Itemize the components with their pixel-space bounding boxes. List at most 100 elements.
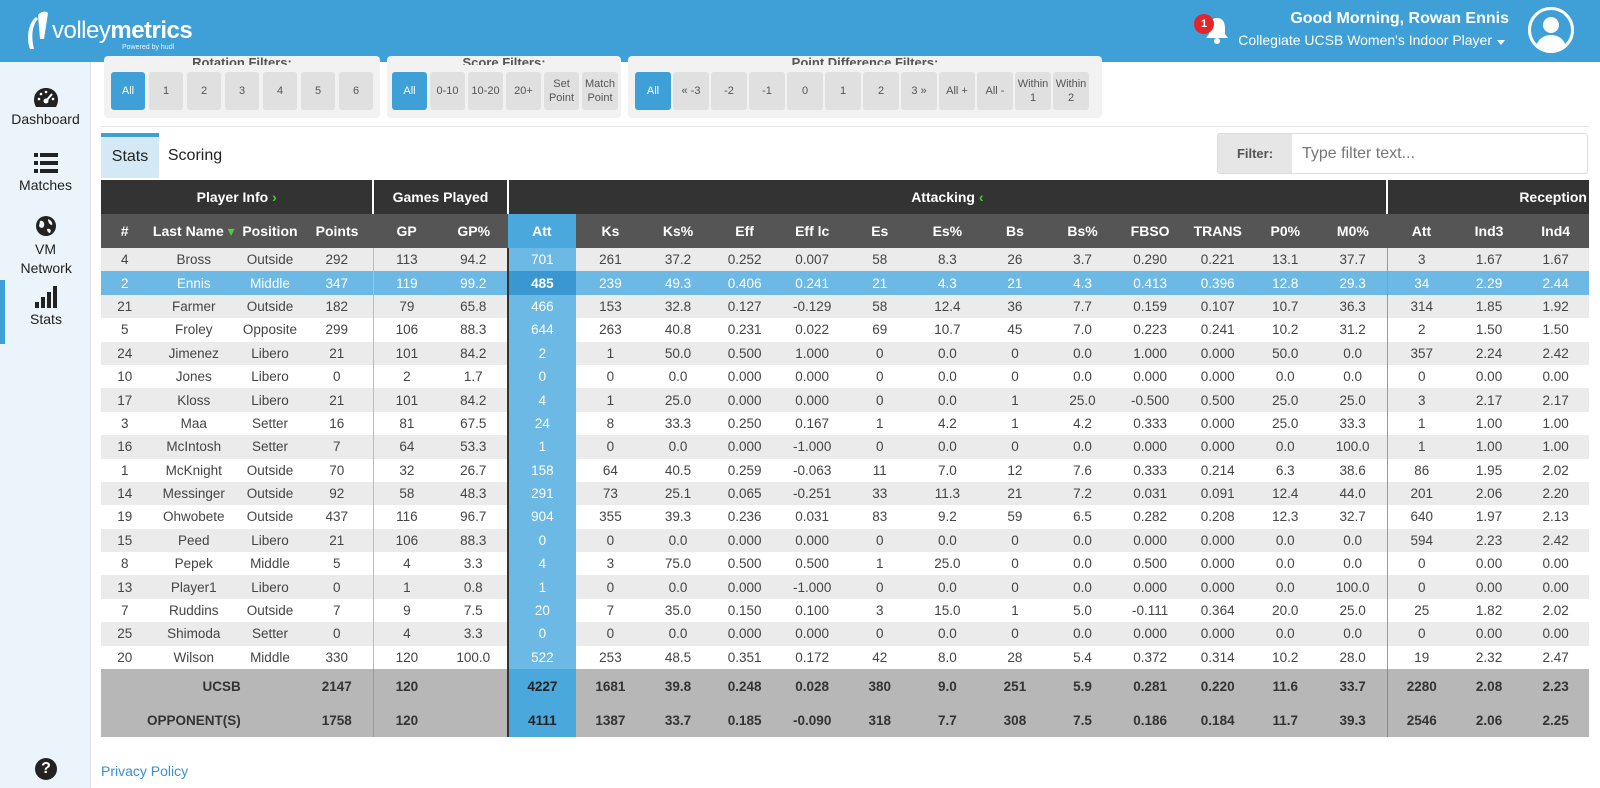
column-header[interactable]: Ind3 (1455, 214, 1523, 248)
column-header[interactable]: GP (373, 214, 440, 248)
tab-scoring[interactable]: Scoring (167, 147, 223, 164)
nav-matches[interactable]: Matches (0, 152, 91, 193)
table-cell: 3.3 (439, 622, 508, 646)
column-header[interactable]: Att (1387, 214, 1456, 248)
nav-vm-network[interactable]: VM Network (0, 215, 91, 278)
point-diff-filter-button[interactable]: -1 (749, 72, 785, 110)
tab-stats[interactable]: Stats (101, 133, 159, 178)
help-icon[interactable]: ? (35, 758, 57, 780)
column-header[interactable]: M0% (1318, 214, 1388, 248)
table-cell: 75.0 (644, 552, 712, 576)
column-header[interactable]: Ks (576, 214, 645, 248)
notification-badge[interactable]: 1 (1194, 14, 1214, 34)
column-header[interactable]: Bs (981, 214, 1049, 248)
rotation-filter-button[interactable]: 6 (339, 72, 373, 110)
column-header[interactable]: Ks% (644, 214, 712, 248)
score-filter-button[interactable]: 20+ (506, 72, 541, 110)
column-header[interactable]: Last Name ▾ (148, 214, 240, 248)
point-diff-filter-button[interactable]: « -3 (673, 72, 709, 110)
table-row[interactable]: 7 Ruddins Outside 7 9 7.5 20 7 35.0 0.150 0.100 3 15… (101, 598, 1589, 623)
table-row[interactable]: 21 Farmer Outside 182 79 65.8 466 153 32.8 0.127-… (101, 294, 1589, 319)
point-diff-filter-button[interactable]: 2 (863, 72, 899, 110)
table-row[interactable]: 14 Messinger Outside 92 58 48.3 291 73 25.1 0.065… (101, 481, 1589, 506)
filter-input[interactable] (1294, 134, 1584, 173)
score-filter-button[interactable]: 0-10 (430, 72, 465, 110)
dashboard-gauge-icon (33, 88, 58, 107)
group-attacking[interactable]: Attacking ‹ (506, 180, 1388, 214)
table-cell: 201 (1386, 481, 1456, 506)
table-row[interactable]: 1 McKnight Outside 70 32 26.7 158 64 40.5 0.259 -0… (101, 458, 1589, 482)
table-cell: 4.3 (1048, 271, 1117, 295)
point-diff-filter-button[interactable]: All + (939, 72, 975, 110)
point-diff-filter-button[interactable]: Within 2 (1053, 72, 1089, 110)
volleymetrics-logo[interactable]: volleymetrics Powered by hudl (22, 6, 193, 56)
privacy-policy-link[interactable]: Privacy Policy (101, 763, 189, 779)
table-body: 4 Bross Outside 292 113 94.2 701 261 37.2 0.252 0.… (101, 248, 1589, 670)
column-header[interactable]: Position (239, 214, 301, 248)
rotation-filter-button[interactable]: All (111, 72, 145, 110)
table-row[interactable]: 24 Jimenez Libero 21 101 84.2 2 1 50.0 0.500 1.000… (101, 341, 1589, 365)
column-header[interactable]: GP% (439, 214, 508, 248)
table-row[interactable]: 2 Ennis Middle 347 119 99.2 485 239 49.3 0.406 0.2… (101, 271, 1589, 295)
user-role-selector[interactable]: Collegiate UCSB Women's Indoor Player (1238, 32, 1492, 48)
table-cell: 0.0 (913, 528, 982, 553)
table-cell: 25.0 (644, 388, 712, 412)
table-row[interactable]: 5 Froley Opposite 299 106 88.3 644 263 40.8 0.231… (101, 318, 1589, 342)
table-row[interactable]: 20 Wilson Middle 330 120 100.0 522 253 48.5 0.351… (101, 645, 1589, 670)
table-cell: 355 (576, 505, 645, 529)
rotation-filter-button[interactable]: 2 (187, 72, 221, 110)
rotation-filter-button[interactable]: 1 (149, 72, 183, 110)
table-cell: 21 (300, 341, 374, 365)
table-row[interactable]: 17 Kloss Libero 21 101 84.2 4 1 25.0 0.000 0.000 0 0… (101, 388, 1589, 412)
column-header[interactable]: Att (507, 214, 577, 248)
table-cell: 0.167 (777, 411, 847, 436)
table-row[interactable]: 3 Maa Setter 16 81 67.5 24 8 33.3 0.250 0.167 1 4.2 1… (101, 411, 1589, 436)
column-header[interactable]: Eff (711, 214, 778, 248)
table-row[interactable]: 15 Peed Libero 21 106 88.3 0 0 0.0 0.000 0.000 0 0.0… (101, 528, 1589, 553)
point-diff-filter-button[interactable]: 1 (825, 72, 861, 110)
point-diff-filter-button[interactable]: -2 (711, 72, 747, 110)
column-header[interactable]: FBSO (1116, 214, 1184, 248)
column-header[interactable]: P0% (1252, 214, 1319, 248)
group-player-info[interactable]: Player Info › (101, 180, 374, 214)
point-diff-filter-button[interactable]: 0 (787, 72, 823, 110)
column-header[interactable]: TRANS (1183, 214, 1252, 248)
rotation-filter-button[interactable]: 3 (225, 72, 259, 110)
column-header[interactable]: Bs% (1048, 214, 1117, 248)
table-cell: 100.0 (439, 645, 508, 670)
nav-stats[interactable]: Stats (0, 280, 91, 344)
score-filter-button[interactable]: All (392, 72, 427, 110)
table-row[interactable]: 16 McIntosh Setter 7 64 53.3 1 0 0.0 0.000 -1.000 0… (101, 435, 1589, 459)
caret-down-icon[interactable] (1496, 37, 1506, 47)
column-header[interactable]: Es% (913, 214, 982, 248)
column-header[interactable]: # (101, 214, 149, 248)
table-row[interactable]: 19 Ohwobete Outside 437 116 96.7 904 355 39.3 0.2… (101, 505, 1589, 529)
table-cell: 0.0 (1318, 552, 1388, 576)
table-cell: 0.250 (711, 411, 778, 436)
nav-dashboard[interactable]: Dashboard (0, 86, 91, 127)
column-header[interactable]: Points (300, 214, 374, 248)
rotation-filter-button[interactable]: 5 (301, 72, 335, 110)
table-row[interactable]: 10 Jones Libero 0 2 1.7 0 0 0.0 0.000 0.000 0 0.0 0 0.… (101, 364, 1589, 389)
table-row[interactable]: 4 Bross Outside 292 113 94.2 701 261 37.2 0.252 0.… (101, 248, 1589, 272)
column-header[interactable]: Es (846, 214, 914, 248)
column-header[interactable]: Ind4 (1522, 214, 1589, 248)
table-row[interactable]: 8 Pepek Middle 5 4 3.3 4 3 75.0 0.500 0.500 1 25.0 0 0… (101, 552, 1589, 576)
user-avatar[interactable] (1528, 7, 1574, 53)
table-cell: 0.241 (1183, 318, 1252, 342)
column-header[interactable]: Eff lc (777, 214, 847, 248)
table-cell: 0.000 (1183, 341, 1252, 365)
rotation-filter-button[interactable]: 4 (263, 72, 297, 110)
table-row[interactable]: 13 Player1 Libero 0 1 0.8 1 0 0.0 0.000 -1.000 0 0.0… (101, 575, 1589, 599)
score-filter-button[interactable]: 10-20 (468, 72, 503, 110)
point-diff-filter-button[interactable]: All - (977, 72, 1013, 110)
totals-cell: 7.5 (1048, 703, 1117, 738)
table-cell: 0.127 (711, 294, 778, 319)
score-filter-button[interactable]: Set Point (544, 72, 579, 110)
point-diff-filter-button[interactable]: Within 1 (1015, 72, 1051, 110)
score-filter-button[interactable]: Match Point (582, 72, 618, 110)
point-diff-filter-button[interactable]: 3 » (901, 72, 937, 110)
table-row[interactable]: 25 Shimoda Setter 0 4 3.3 0 0 0.0 0.000 0.000 0 0.0 0… (101, 622, 1589, 646)
table-cell: 0.000 (711, 435, 778, 459)
point-diff-filter-button[interactable]: All (635, 72, 671, 110)
